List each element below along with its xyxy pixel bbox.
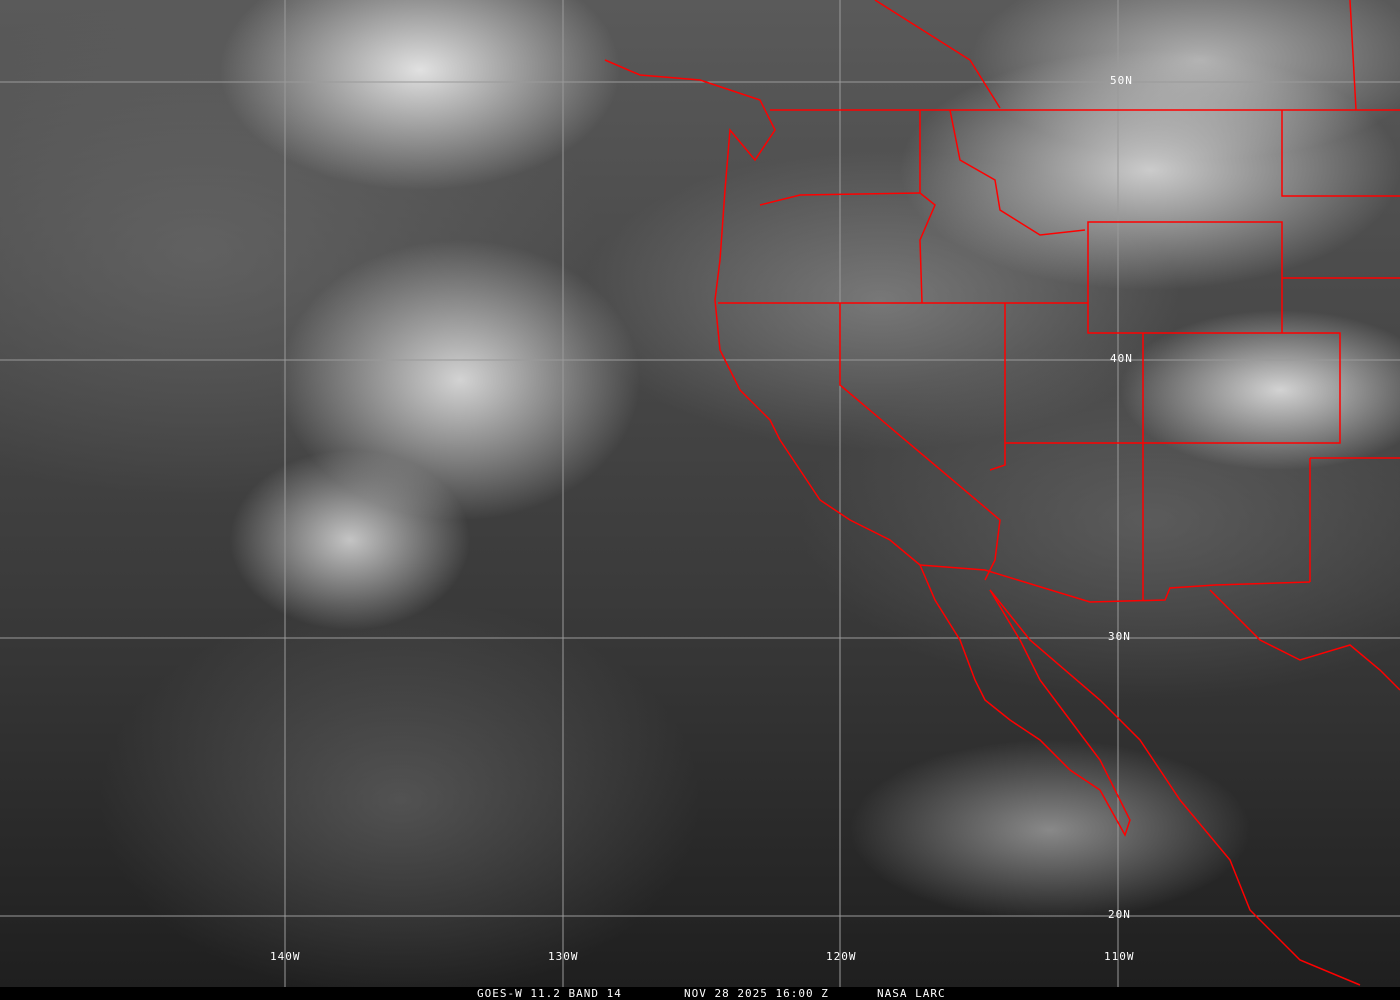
- border-nv-ut: [989, 303, 1006, 471]
- lon-label-120w: 120W: [826, 950, 857, 963]
- border-ut-co: [1005, 221, 1341, 444]
- lat-label-30n: 30N: [1108, 630, 1131, 643]
- coastline-gulf-mexico: [1209, 589, 1400, 691]
- coastline-mexico: [989, 589, 1361, 986]
- border-wa-or: [759, 192, 921, 206]
- source: NASA LARC: [877, 987, 946, 1000]
- caption-bar: GOES-W 11.2 BAND 14 NOV 28 2025 16:00 Z …: [0, 987, 1400, 1000]
- lat-label-40n: 40N: [1110, 352, 1133, 365]
- borders: [604, 0, 1400, 986]
- lon-label-140w: 140W: [270, 950, 301, 963]
- border-nd: [1349, 0, 1357, 111]
- border-canada-bc: [874, 0, 1001, 109]
- border-ca-nv: [839, 303, 1001, 581]
- lat-label-20n: 20N: [1108, 908, 1131, 921]
- coastline-north: [604, 59, 921, 566]
- lon-label-110w: 110W: [1104, 950, 1135, 963]
- border-us-mexico: [919, 564, 1311, 603]
- satellite-band: GOES-W 11.2 BAND 14: [477, 987, 622, 1000]
- border-id-mt: [949, 109, 1086, 236]
- border-id: [919, 110, 936, 304]
- lon-label-130w: 130W: [548, 950, 579, 963]
- timestamp: NOV 28 2025 16:00 Z: [684, 987, 829, 1000]
- lat-label-50n: 50N: [1110, 74, 1133, 87]
- coastline-baja: [919, 564, 1131, 837]
- border-wy-co: [1281, 110, 1400, 582]
